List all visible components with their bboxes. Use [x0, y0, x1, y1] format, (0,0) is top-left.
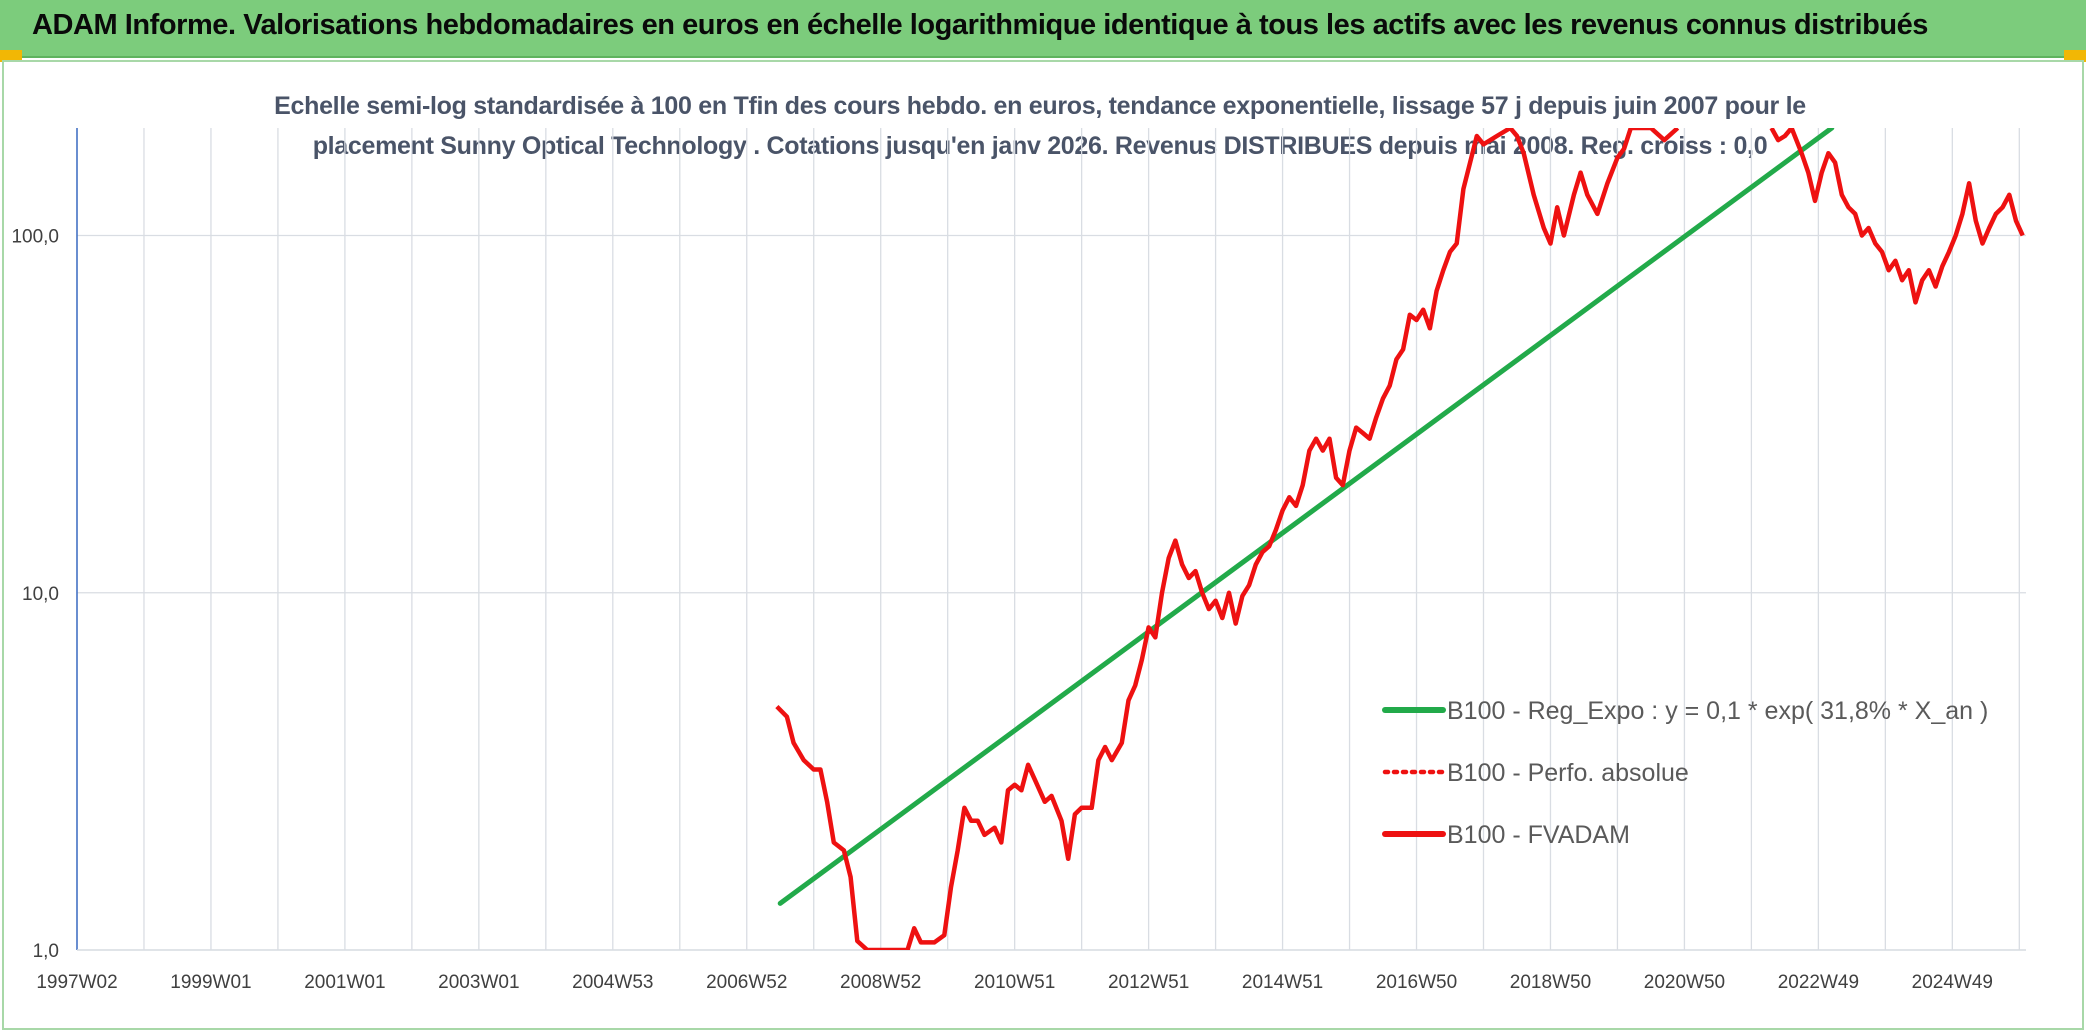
x-tick-labels: 1997W02 1999W01 2001W01 2003W01 2004W53 2006W…	[36, 972, 1993, 993]
x-tick-label: 2014W51	[1242, 972, 1323, 993]
chart-frame	[2, 60, 2084, 1030]
corner-marker-left	[0, 50, 22, 62]
series-lines	[775, 128, 2025, 950]
x-tick-label: 2003W01	[438, 972, 519, 993]
x-tick-label: 2020W50	[1644, 972, 1725, 993]
x-tick-label: 2024W49	[1912, 972, 1993, 993]
x-tick-label: 1997W02	[36, 972, 117, 993]
x-tick-label: 2004W53	[572, 972, 653, 993]
y-tick-label: 1,0	[33, 941, 59, 962]
series-line-regexpo	[777, 128, 1835, 906]
legend-label: B100 - Perfo. absolue	[1447, 759, 1689, 787]
x-tick-label: 2018W50	[1510, 972, 1591, 993]
x-tick-label: 2001W01	[304, 972, 385, 993]
chart-subtitle: Echelle semi-log standardisée à 100 en T…	[240, 86, 1840, 166]
legend: B100 - Reg_Expo : y = 0,1 * exp( 31,8% *…	[1382, 697, 1988, 849]
y-tick-label: 100,0	[11, 227, 59, 248]
axes	[76, 128, 2026, 951]
x-tick-label: 2010W51	[974, 972, 1055, 993]
x-tick-label: 2006W52	[706, 972, 787, 993]
x-tick-label: 2016W50	[1376, 972, 1457, 993]
grid-lines	[77, 128, 2026, 951]
series-line-fvadam	[775, 128, 1680, 950]
corner-marker-right	[2064, 50, 2086, 62]
y-tick-label: 10,0	[22, 584, 59, 605]
page-title: ADAM Informe. Valorisations hebdomadaire…	[32, 9, 1928, 41]
series-line-fvadam-2	[1769, 128, 2025, 305]
title-banner: ADAM Informe. Valorisations hebdomadaire…	[0, 0, 2086, 58]
x-tick-label: 1999W01	[170, 972, 251, 993]
chart-subtitle-line1: Echelle semi-log standardisée à 100 en T…	[274, 92, 1806, 120]
legend-label: B100 - Reg_Expo : y = 0,1 * exp( 31,8% *…	[1447, 697, 1988, 725]
y-tick-labels: 1,0 10,0 100,0	[11, 227, 59, 962]
x-tick-label: 2008W52	[840, 972, 921, 993]
x-tick-label: 2012W51	[1108, 972, 1189, 993]
legend-label: B100 - FVADAM	[1447, 821, 1630, 849]
x-tick-label: 2022W49	[1778, 972, 1859, 993]
